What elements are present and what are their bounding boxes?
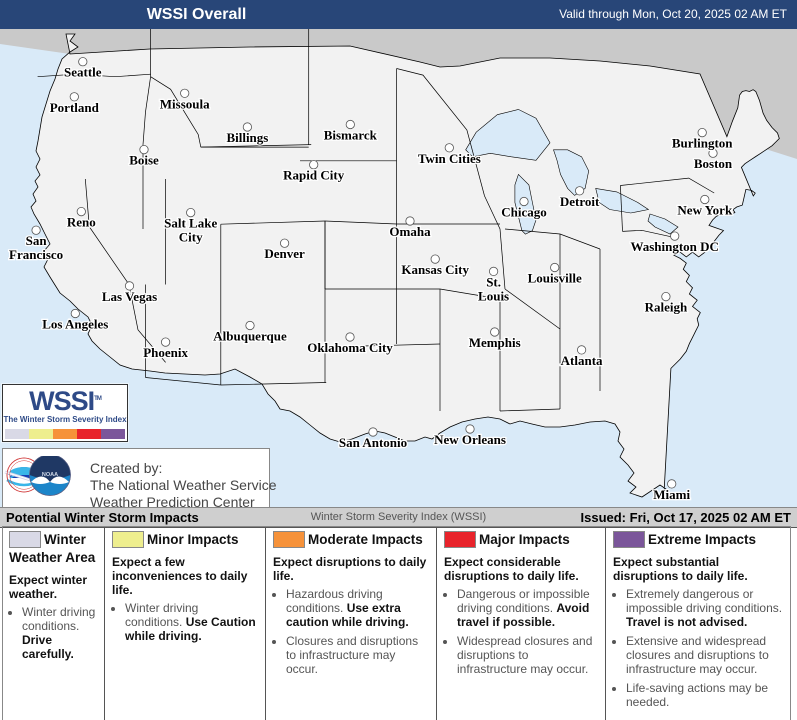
svg-text:Bismarck: Bismarck xyxy=(324,128,378,143)
svg-text:San Antonio: San Antonio xyxy=(339,435,407,450)
svg-text:Chicago: Chicago xyxy=(501,205,547,220)
svg-text:Reno: Reno xyxy=(67,215,96,230)
svg-text:St.: St. xyxy=(486,274,501,289)
svg-text:Raleigh: Raleigh xyxy=(645,300,688,315)
svg-text:Denver: Denver xyxy=(264,246,305,261)
svg-text:Atlanta: Atlanta xyxy=(561,353,603,368)
svg-text:NOAA: NOAA xyxy=(42,472,58,478)
svg-text:Detroit: Detroit xyxy=(560,194,600,209)
svg-text:Albuquerque: Albuquerque xyxy=(213,329,287,344)
svg-text:Billings: Billings xyxy=(226,130,268,145)
svg-text:Missoula: Missoula xyxy=(160,96,210,111)
svg-text:Louis: Louis xyxy=(478,288,509,303)
svg-text:Las Vegas: Las Vegas xyxy=(102,289,157,304)
svg-text:Boise: Boise xyxy=(129,153,159,168)
svg-text:Rapid City: Rapid City xyxy=(283,168,345,183)
svg-text:Francisco: Francisco xyxy=(9,247,63,262)
svg-text:Phoenix: Phoenix xyxy=(143,345,188,360)
svg-text:Salt Lake: Salt Lake xyxy=(164,216,217,231)
svg-text:Boston: Boston xyxy=(694,156,733,171)
svg-text:Louisville: Louisville xyxy=(528,271,582,286)
svg-text:Miami: Miami xyxy=(653,487,690,502)
svg-text:Oklahoma City: Oklahoma City xyxy=(307,340,393,355)
svg-text:Los Angeles: Los Angeles xyxy=(42,317,108,332)
svg-text:San: San xyxy=(26,233,48,248)
svg-text:New Orleans: New Orleans xyxy=(434,432,506,447)
svg-text:Twin Cities: Twin Cities xyxy=(418,151,481,166)
svg-text:Seattle: Seattle xyxy=(64,65,102,80)
svg-text:Washington DC: Washington DC xyxy=(630,239,719,254)
svg-text:New York: New York xyxy=(677,203,733,218)
svg-text:Omaha: Omaha xyxy=(389,224,431,239)
svg-text:Burlington: Burlington xyxy=(672,136,733,151)
svg-text:City: City xyxy=(179,230,203,245)
svg-text:Kansas City: Kansas City xyxy=(401,262,469,277)
svg-text:Memphis: Memphis xyxy=(469,335,521,350)
svg-text:Portland: Portland xyxy=(50,100,100,115)
